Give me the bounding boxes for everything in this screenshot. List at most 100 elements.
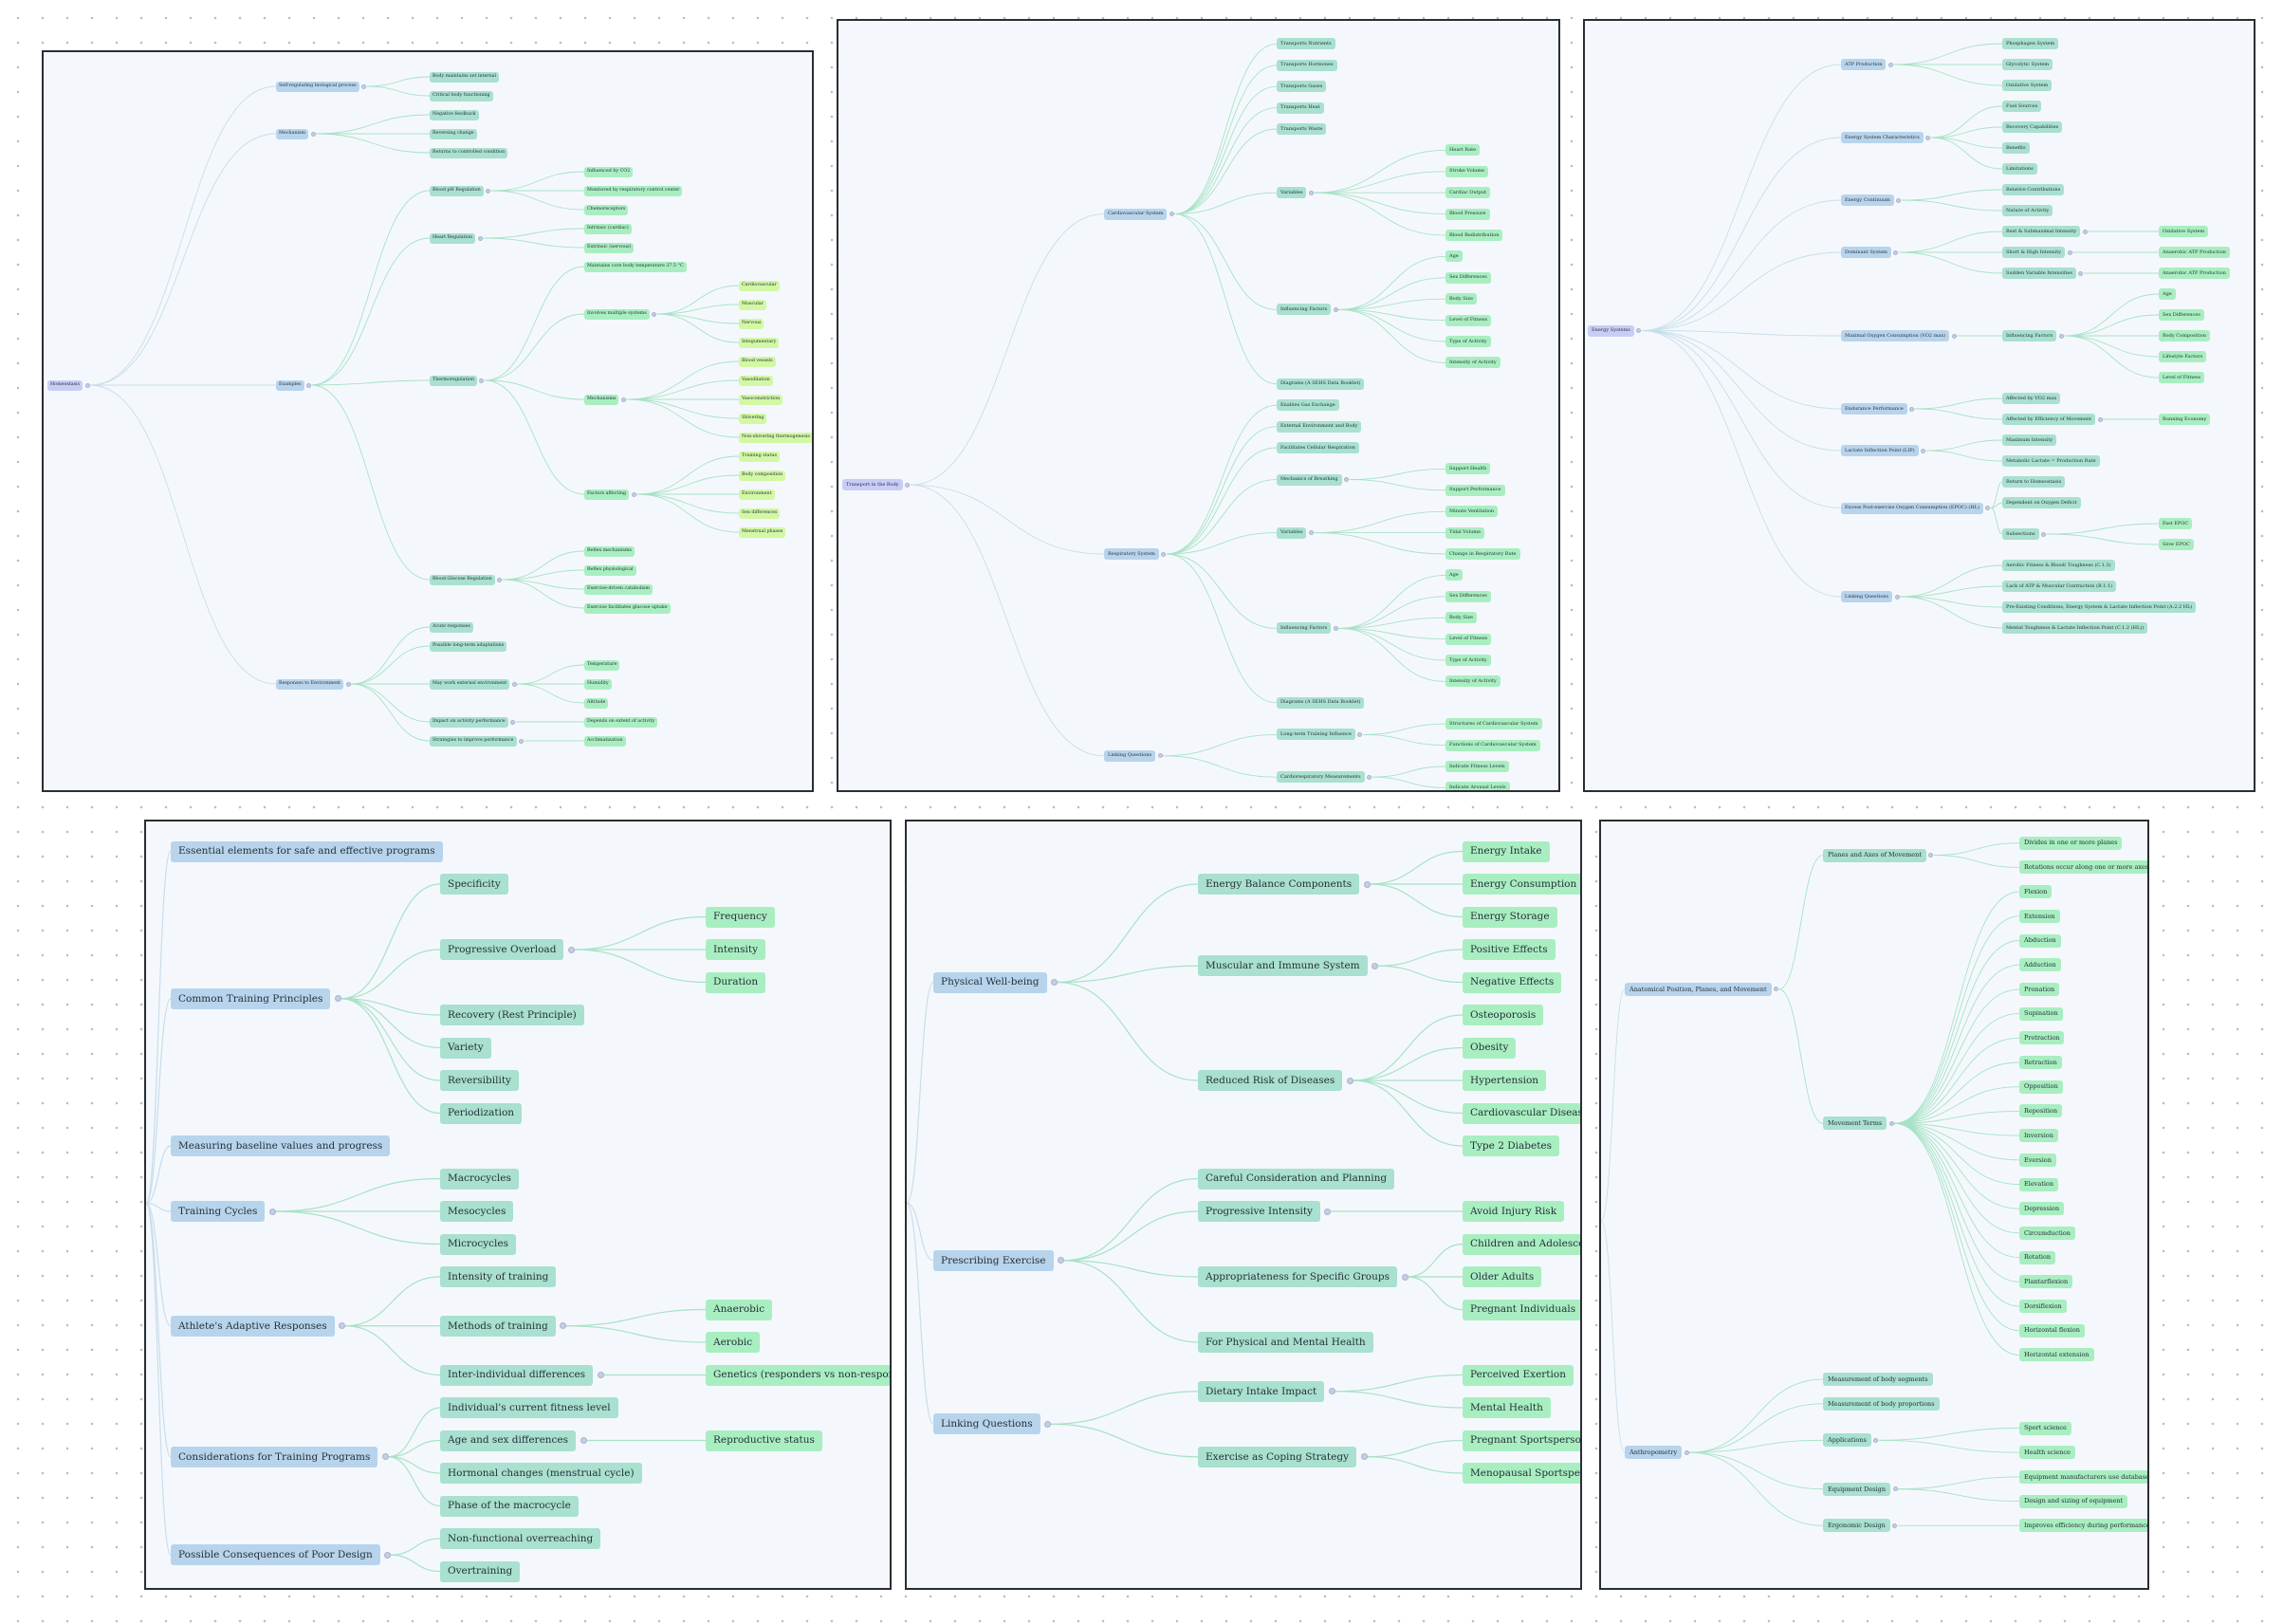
node-pregnant-individuals[interactable]: Pregnant Individuals [1463,1299,1580,1320]
node-sex-differences[interactable]: Sex Differences [2159,309,2204,321]
node-integumentary[interactable]: Integumentary [739,337,780,348]
node-adduction[interactable]: Adduction [2019,958,2061,972]
node-humidity[interactable]: Humidity [584,678,612,690]
collapse-toggle-icon[interactable] [1363,880,1371,888]
collapse-toggle-icon[interactable] [652,311,657,317]
node-strategies-to-improve-performance[interactable]: Strategies to improve performance [430,735,517,747]
node-reduced-risk-of-diseases[interactable]: Reduced Risk of Diseases [1198,1070,1343,1091]
node-dorsiflexion[interactable]: Dorsiflexion [2019,1300,2067,1313]
node-phosphagen-system[interactable]: Phosphagen System [2002,38,2059,49]
node-maintains-core-body-temperature-37-5-c[interactable]: Maintains core body temperature 37.5 °C [584,261,687,272]
node-transports-gases[interactable]: Transports Gases [1277,81,1327,93]
node-factors-affecting[interactable]: Factors affecting [584,489,630,500]
node-pre-existing-conditions-energy-system-lactate-inflection-point-a-2-2-hl[interactable]: Pre-Existing Conditions, Energy System &… [2002,601,2197,613]
node-physical-well-being[interactable]: Physical Well-being [933,971,1047,993]
collapse-toggle-icon[interactable] [497,577,503,582]
node-body-size[interactable]: Body Size [1445,293,1477,305]
node-blood-vessels[interactable]: Blood vessels [739,356,776,367]
collapse-toggle-icon[interactable] [1360,1453,1368,1461]
node-design-and-sizing-of-equipment[interactable]: Design and sizing of equipment [2019,1494,2128,1508]
node-training-cycles[interactable]: Training Cycles [171,1201,266,1222]
node-age[interactable]: Age [2159,288,2176,300]
node-level-of-fitness[interactable]: Level of Fitness [1445,633,1492,645]
node-anaerobic-atp-production[interactable]: Anaerobic ATP Production [2159,268,2230,279]
node-sex-differences[interactable]: Sex Differences [1445,271,1491,284]
node-common-training-principles[interactable]: Common Training Principles [171,987,331,1009]
collapse-toggle-icon[interactable] [1401,1273,1408,1281]
collapse-toggle-icon[interactable] [1873,1437,1879,1443]
node-intensity-of-activity[interactable]: Intensity of Activity [1445,357,1501,369]
collapse-toggle-icon[interactable] [511,681,517,687]
node-protraction[interactable]: Protraction [2019,1031,2065,1045]
collapse-toggle-icon[interactable] [1333,306,1338,312]
node-may-work-external-environment[interactable]: May work external environment [430,678,510,690]
node-body-maintains-set-internal[interactable]: Body maintains set internal [430,71,500,83]
node-extrinsic-nervous[interactable]: Extrinsic (nervous) [584,242,635,253]
node-duration[interactable]: Duration [706,971,766,993]
node-anaerobic-atp-production[interactable]: Anaerobic ATP Production [2159,247,2230,258]
node-blood-ph-regulation[interactable]: Blood pH Regulation [430,185,484,196]
collapse-toggle-icon[interactable] [1058,1257,1064,1264]
collapse-toggle-icon[interactable] [560,1322,567,1330]
collapse-toggle-icon[interactable] [381,1453,389,1461]
node-altitude[interactable]: Altitude [584,697,609,709]
node-support-performance[interactable]: Support Performance [1445,484,1505,496]
node-reversibility[interactable]: Reversibility [440,1070,519,1091]
node-long-term-training-influence[interactable]: Long-term Training Influence [1277,729,1355,741]
node-specificity[interactable]: Specificity [440,874,508,895]
node-avoid-injury-risk[interactable]: Avoid Injury Risk [1463,1201,1565,1222]
node-measurement-of-body-segments[interactable]: Measurement of body segments [1823,1373,1933,1387]
node-influenced-by-co2[interactable]: Influenced by CO2 [584,166,634,177]
node-vasoconstriction[interactable]: Vasoconstriction [739,394,783,405]
node-cardiorespiratory-measurements[interactable]: Cardiorespiratory Measurements [1277,771,1365,784]
node-pregnant-sportsperson[interactable]: Pregnant Sportsperson [1463,1430,1580,1451]
node-structures-of-cardiovascular-system[interactable]: Structures of Cardiovascular System [1445,718,1542,730]
node-variables[interactable]: Variables [1277,526,1307,539]
node-energy-balance-components[interactable]: Energy Balance Components [1198,874,1360,895]
node-hypertension[interactable]: Hypertension [1463,1070,1547,1091]
collapse-toggle-icon[interactable] [2082,229,2088,234]
node-transports-hormones[interactable]: Transports Hormones [1277,59,1337,71]
node-tidal-volume[interactable]: Tidal Volume [1445,526,1484,539]
node-return-to-homeostasis[interactable]: Return to Homeostasis [2002,476,2066,488]
node-influencing-factors[interactable]: Influencing Factors [1277,622,1332,635]
node-non-shivering-thermogenesis[interactable]: Non-shivering thermogenesis [739,432,812,443]
node-benefits[interactable]: Benefits [2002,142,2030,154]
node-mechanism[interactable]: Mechanism [276,128,309,139]
node-prescribing-exercise[interactable]: Prescribing Exercise [933,1249,1054,1271]
node-abduction[interactable]: Abduction [2019,933,2061,948]
node-essential-elements-for-safe-and-effective-programs[interactable]: Essential elements for safe and effectiv… [171,840,443,862]
node-aerobic-fitness-blood-toughness-c-1-3[interactable]: Aerobic Fitness & Blood/ Toughness (C.1.… [2002,560,2115,571]
node-dependent-on-oxygen-deficit[interactable]: Dependent on Oxygen Deficit [2002,497,2081,508]
collapse-toggle-icon[interactable] [384,1551,392,1559]
node-environment[interactable]: Environment [739,489,775,500]
node-limitations[interactable]: Limitations [2002,163,2037,175]
node-dietary-intake-impact[interactable]: Dietary Intake Impact [1198,1380,1325,1402]
node-maximum-intensity[interactable]: Maximum Intensity [2002,434,2057,446]
node-energy-continuum[interactable]: Energy Continuum [1841,194,1894,206]
node-appropriateness-for-specific-groups[interactable]: Appropriateness for Specific Groups [1198,1266,1398,1287]
node-relative-contributions[interactable]: Relative Contributions [2002,184,2065,195]
node-non-functional-overreaching[interactable]: Non-functional overreaching [440,1528,601,1549]
node-indicate-arousal-levels[interactable]: Indicate Arousal Levels [1445,782,1510,790]
node-affected-by-vo2-max[interactable]: Affected by VO2 max [2002,393,2061,404]
collapse-toggle-icon[interactable] [334,995,341,1003]
node-genetics-responders-vs-non-responders[interactable]: Genetics (responders vs non-responders) [706,1364,890,1386]
node-vasodilation[interactable]: Vasodilation [739,375,773,386]
node-variables[interactable]: Variables [1277,187,1307,199]
node-age-and-sex-differences[interactable]: Age and sex differences [440,1430,577,1451]
node-eversion[interactable]: Eversion [2019,1153,2056,1167]
node-rotations-occur-along-one-or-more-axes[interactable]: Rotations occur along one or more axes [2019,860,2147,875]
node-retraction[interactable]: Retraction [2019,1056,2062,1069]
node-flexion[interactable]: Flexion [2019,885,2053,899]
collapse-toggle-icon[interactable] [1896,197,1902,203]
node-influencing-factors[interactable]: Influencing Factors [2002,330,2057,341]
node-possible-consequences-of-poor-design[interactable]: Possible Consequences of Poor Design [171,1544,380,1566]
node-change-in-respiratory-rate[interactable]: Change in Respiratory Rate [1445,548,1520,560]
node-opposition[interactable]: Opposition [2019,1080,2063,1094]
collapse-toggle-icon[interactable] [486,188,491,194]
collapse-toggle-icon[interactable] [306,382,312,388]
collapse-toggle-icon[interactable] [1346,1077,1353,1084]
collapse-toggle-icon[interactable] [1328,1388,1335,1395]
node-progressive-overload[interactable]: Progressive Overload [440,939,564,960]
